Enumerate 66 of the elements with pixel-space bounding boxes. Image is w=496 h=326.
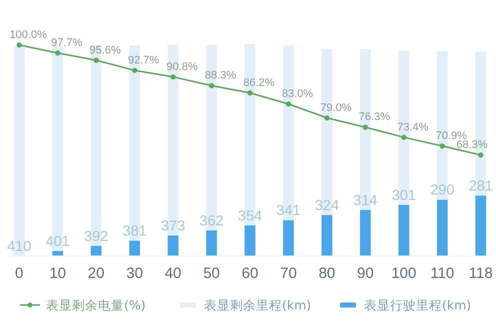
bar — [475, 196, 486, 256]
data-label: 290 — [430, 182, 454, 199]
x-tick-label: 0 — [15, 265, 24, 282]
bar — [322, 215, 332, 256]
data-label: 381 — [122, 224, 147, 240]
point — [324, 115, 330, 120]
x-tick-label: 110 — [430, 265, 454, 282]
point — [170, 74, 176, 80]
data-label: 314 — [353, 192, 378, 209]
bar — [360, 210, 371, 256]
data-label: 301 — [392, 188, 416, 204]
point — [440, 143, 445, 149]
data-label: 281 — [468, 178, 493, 195]
data-label: 73.4% — [397, 121, 429, 134]
bar — [206, 230, 217, 256]
data-label: 97.7% — [51, 36, 82, 49]
point — [362, 124, 368, 130]
data-label: 68.3% — [456, 139, 488, 151]
data-label: 92.7% — [128, 54, 160, 66]
data-label: 392 — [84, 228, 108, 245]
point — [478, 152, 484, 158]
x-tick-label: 60 — [242, 265, 258, 282]
data-label: 354 — [238, 208, 262, 224]
point — [132, 68, 138, 73]
bar — [90, 246, 102, 256]
point — [55, 50, 60, 56]
data-label: 401 — [46, 234, 70, 250]
data-label: 83.0% — [282, 88, 314, 100]
data-label: 341 — [276, 203, 301, 220]
point — [94, 58, 99, 63]
bar — [129, 240, 140, 256]
data-label: 86.2% — [243, 76, 275, 89]
data-label: 100.0% — [10, 29, 48, 41]
data-label: 70.9% — [436, 130, 468, 142]
data-label: 324 — [314, 198, 340, 214]
x-tick-label: 100 — [391, 265, 416, 282]
bar — [436, 200, 448, 256]
data-label: 88.3% — [204, 70, 236, 82]
data-label: 79.0% — [320, 102, 352, 114]
x-tick-label: 40 — [164, 265, 182, 282]
point — [16, 42, 22, 48]
point — [247, 90, 253, 96]
x-tick-label: 70 — [280, 265, 297, 282]
point — [286, 101, 292, 107]
data-label: 76.3% — [358, 111, 390, 124]
legend-label: 表显剩余电量(%) — [46, 298, 146, 312]
data-label: 362 — [199, 213, 224, 230]
x-tick-label: 80 — [318, 265, 336, 282]
x-tick-label: 30 — [126, 265, 143, 282]
bar — [283, 220, 294, 256]
data-label: 90.8% — [166, 60, 198, 73]
x-tick-label: 50 — [203, 265, 220, 282]
legend-label: 表显剩余里程(km) — [204, 298, 312, 312]
bar — [398, 204, 410, 256]
x-tick-label: 20 — [88, 265, 104, 282]
x-tick-label: 10 — [49, 265, 66, 282]
point — [401, 134, 406, 140]
data-label: 95.6% — [90, 44, 121, 56]
x-tick-label: 90 — [357, 265, 374, 282]
data-label: 410 — [7, 239, 32, 255]
legend-label: 表显行驶里程(km) — [364, 298, 472, 312]
data-label: 373 — [160, 218, 186, 235]
x-tick-label: 118 — [468, 265, 493, 282]
bar — [244, 225, 256, 256]
point — [208, 83, 214, 88]
bar — [168, 236, 178, 256]
